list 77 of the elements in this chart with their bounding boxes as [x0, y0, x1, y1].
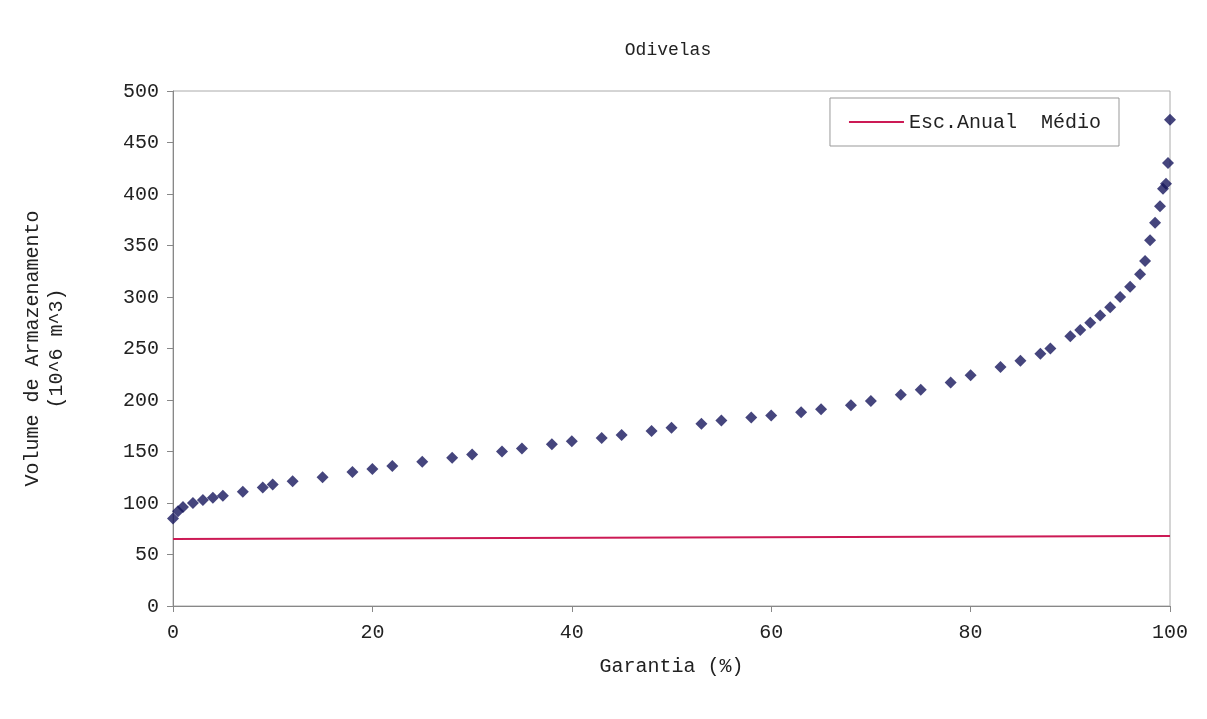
point: [446, 451, 459, 464]
y-tick-label: 250: [122, 337, 159, 360]
point: [615, 429, 628, 442]
point: [176, 501, 189, 514]
point: [386, 459, 399, 472]
point: [346, 466, 359, 479]
point: [1114, 291, 1127, 303]
point: [765, 409, 778, 422]
x-tick-label: 40: [559, 620, 584, 644]
point: [1162, 157, 1175, 170]
point: [1160, 177, 1173, 190]
point: [196, 493, 209, 506]
point: [665, 421, 678, 434]
y-tick-label: 350: [122, 234, 159, 257]
point: [236, 485, 249, 498]
point: [496, 445, 509, 458]
point: [645, 424, 658, 437]
point: [815, 403, 828, 416]
point: [316, 471, 329, 484]
point: [894, 388, 907, 401]
point: [256, 481, 269, 494]
point: [1164, 113, 1176, 126]
x-tick-label: 60: [759, 620, 784, 644]
y-tick-label: 300: [122, 285, 159, 309]
point: [1144, 234, 1157, 247]
y-tick-label: 50: [134, 543, 159, 566]
point: [1149, 216, 1162, 229]
point: [167, 512, 179, 525]
x-tick-label: 20: [360, 620, 385, 644]
chart-title: Odivelas: [624, 40, 712, 60]
point: [944, 376, 957, 389]
point: [795, 406, 808, 419]
x-tick-label: 100: [1151, 620, 1189, 644]
y-tick-label: 500: [122, 79, 159, 103]
point: [1074, 323, 1087, 336]
point: [216, 489, 229, 502]
point: [1139, 254, 1152, 267]
point: [745, 411, 758, 424]
point: [565, 435, 578, 448]
y-tick-label: 100: [122, 491, 159, 515]
y-tick-label: 400: [122, 182, 159, 206]
point: [1134, 268, 1147, 281]
point: [914, 383, 927, 396]
point: [416, 455, 429, 468]
y-axis-title: Volume de Armazenamento (10^6 m^3): [20, 210, 68, 487]
x-tick-label: 80: [958, 620, 983, 644]
point: [206, 491, 219, 504]
point: [1084, 316, 1097, 329]
point: [1104, 301, 1117, 314]
point: [844, 399, 857, 412]
point: [1044, 342, 1057, 355]
point: [964, 369, 977, 382]
point: [545, 438, 558, 451]
point: [286, 475, 299, 488]
point: [266, 478, 279, 491]
point: [1124, 280, 1137, 293]
point: [695, 417, 708, 430]
point: [366, 463, 379, 476]
point: [595, 432, 608, 445]
point: [715, 414, 728, 427]
point: [1034, 347, 1047, 360]
y-tick-label: 200: [122, 388, 159, 412]
point: [1154, 200, 1167, 213]
y-tick-label: 450: [122, 131, 159, 154]
point: [864, 395, 877, 408]
x-tick-label: 0: [166, 620, 180, 644]
point: [1094, 309, 1107, 322]
x-axis-title: Garantia (%): [599, 654, 744, 678]
point: [1014, 354, 1027, 367]
point: [186, 497, 199, 509]
point: [994, 361, 1007, 374]
legend-label: Esc.Anual Médio: [908, 110, 1101, 134]
point: [515, 442, 528, 455]
y-tick-label: 0: [146, 594, 159, 618]
y-tick-label: 150: [122, 440, 159, 463]
point: [466, 448, 479, 461]
point: [1064, 330, 1077, 343]
